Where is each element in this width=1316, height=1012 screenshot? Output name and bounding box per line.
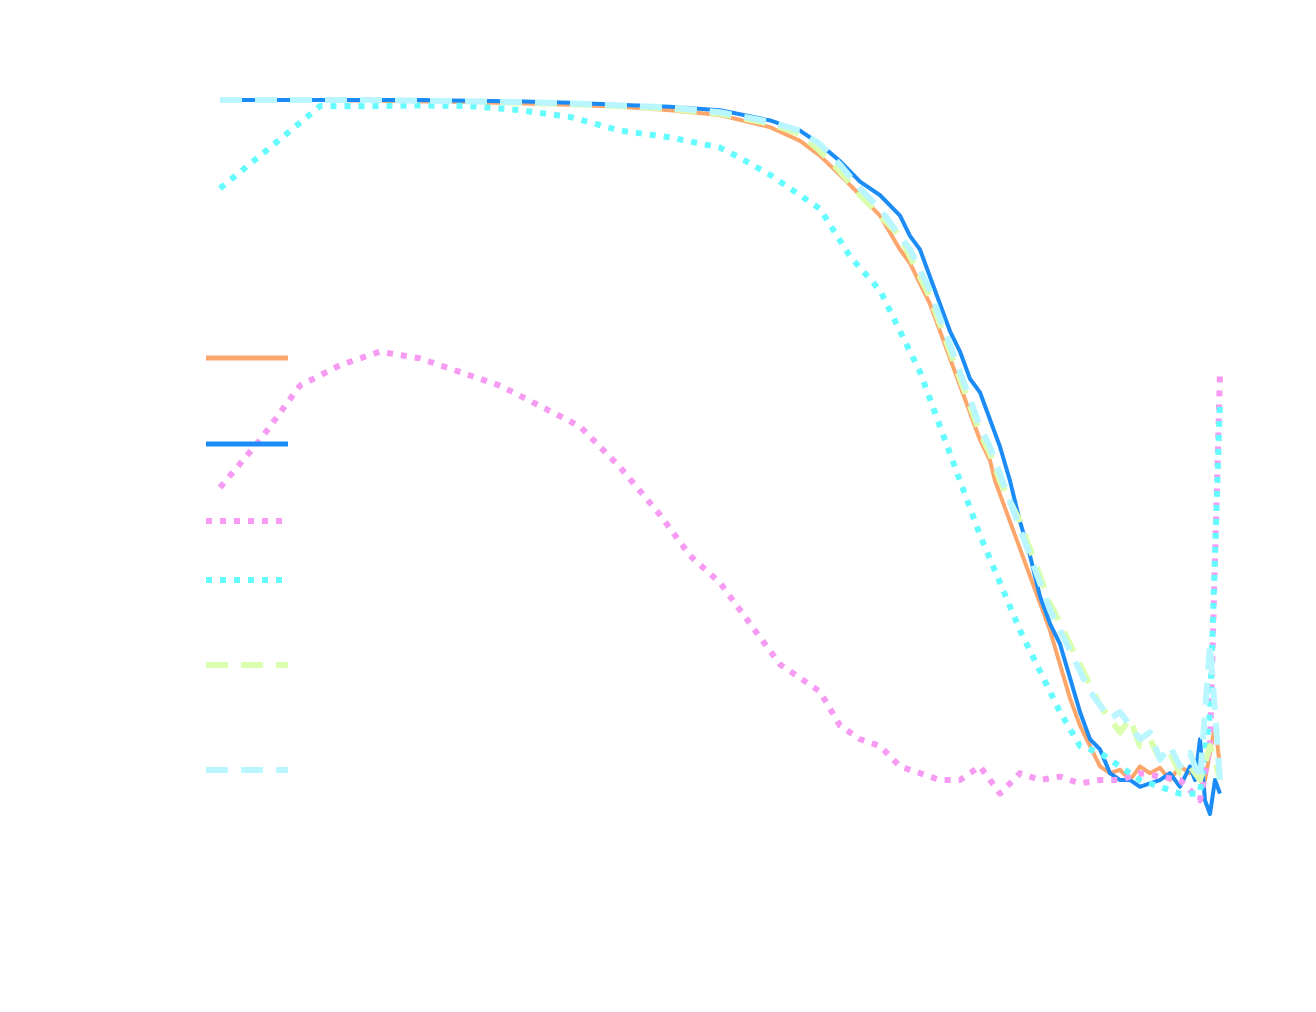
series-line-3 xyxy=(217,348,1223,804)
series-line-6 xyxy=(220,97,1223,783)
series-line-4 xyxy=(218,102,1223,797)
series-lines xyxy=(217,97,1223,816)
legend xyxy=(206,355,288,773)
